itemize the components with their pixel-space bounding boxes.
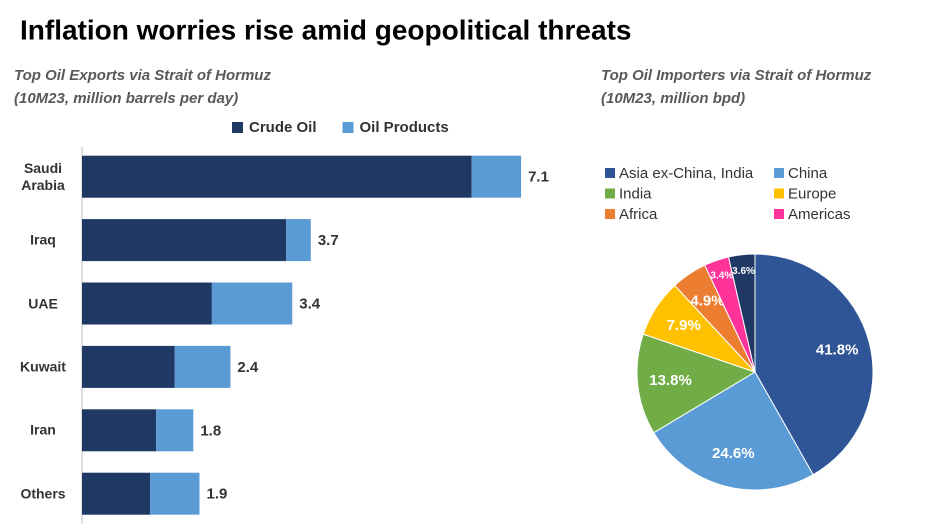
legend-swatch xyxy=(605,168,615,178)
chart-subtitle: Top Oil Importers via Strait of Hormuz xyxy=(601,67,872,84)
bar-segment xyxy=(82,472,151,515)
bar-segment xyxy=(150,472,200,515)
y-tick-label: Iran xyxy=(30,421,56,438)
legend-label: Asia ex-China, India xyxy=(619,165,754,182)
data-label: 13.8% xyxy=(649,372,692,389)
pie-slice xyxy=(653,371,814,491)
data-label: 3.6% xyxy=(732,266,755,277)
data-label: 3.4% xyxy=(710,271,733,282)
y-tick-label: Others xyxy=(20,485,66,502)
bar-segment xyxy=(286,219,311,262)
y-tick-label: Iraq xyxy=(30,231,56,248)
page-title: Inflation worries rise amid geopolitical… xyxy=(20,14,631,45)
chart-subtitle: (10M23, million barrels per day) xyxy=(14,90,238,107)
bar-segment xyxy=(471,155,522,198)
legend-swatch xyxy=(605,188,615,199)
bar-segment xyxy=(174,345,231,388)
bar-segment xyxy=(82,155,472,198)
data-label: 41.8% xyxy=(816,341,859,358)
legend-label: Americas xyxy=(788,206,851,223)
total-label: 3.7 xyxy=(318,232,339,249)
total-label: 2.4 xyxy=(237,359,259,376)
chart-subtitle: (10M23, million bpd) xyxy=(601,90,745,107)
y-tick-label: Saudi Arabia xyxy=(21,159,65,193)
y-tick-label: UAE xyxy=(28,295,58,311)
data-label: 7.9% xyxy=(667,317,701,334)
legend-swatch xyxy=(774,168,784,178)
total-label: 1.8 xyxy=(200,422,221,439)
legend-label: Oil Products xyxy=(360,119,449,136)
legend-label: Crude Oil xyxy=(249,119,317,136)
legend-label: Europe xyxy=(788,185,836,202)
data-label: 4.9% xyxy=(690,293,724,310)
bar-segment xyxy=(156,409,194,452)
bar-segment xyxy=(82,282,212,325)
chart-subtitle: Top Oil Exports via Strait of Hormuz xyxy=(14,67,271,84)
legend-swatch xyxy=(342,122,354,133)
total-label: 3.4 xyxy=(299,295,321,312)
legend-swatch xyxy=(232,122,243,133)
bar-segment xyxy=(82,345,175,388)
legend-swatch xyxy=(605,209,615,219)
pie-slice xyxy=(636,333,757,434)
pie-slice xyxy=(727,253,756,373)
legend-label: China xyxy=(788,165,828,182)
data-label: 24.6% xyxy=(712,445,755,462)
bar-segment xyxy=(82,409,157,452)
y-tick-label: Kuwait xyxy=(20,358,66,375)
total-label: 7.1 xyxy=(528,169,549,186)
pie-slice xyxy=(754,253,874,476)
legend-label: India xyxy=(619,185,652,202)
legend-label: Africa xyxy=(619,206,658,223)
total-label: 1.9 xyxy=(207,486,228,503)
bar-segment xyxy=(211,282,293,325)
legend-swatch xyxy=(774,188,784,199)
legend-swatch xyxy=(774,209,784,219)
bar-segment xyxy=(82,219,287,262)
